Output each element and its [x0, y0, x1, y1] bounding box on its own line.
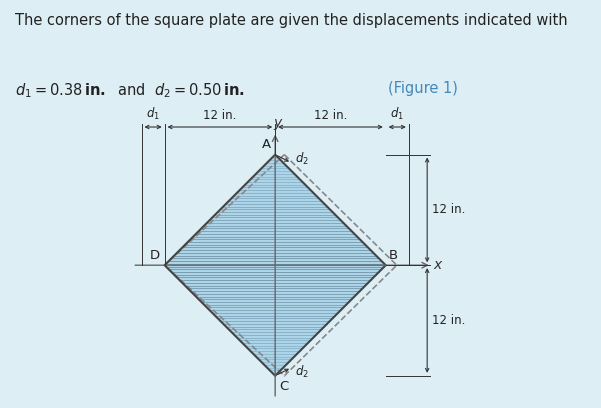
Text: D: D [150, 249, 160, 262]
Polygon shape [165, 155, 386, 376]
Text: The corners of the square plate are given the displacements indicated with: The corners of the square plate are give… [15, 13, 568, 28]
Text: x: x [434, 258, 442, 272]
Text: 12 in.: 12 in. [203, 109, 237, 122]
Text: A: A [261, 138, 270, 151]
Text: $d_2$: $d_2$ [294, 364, 308, 380]
Text: (Figure 1): (Figure 1) [388, 81, 457, 96]
Text: B: B [388, 249, 398, 262]
Text: 12 in.: 12 in. [314, 109, 347, 122]
Text: y: y [274, 116, 282, 130]
Text: 12 in.: 12 in. [432, 204, 465, 216]
Text: $d_1 = 0.38\,\mathbf{in.}$  and  $d_2 = 0.50\,\mathbf{in.}$: $d_1 = 0.38\,\mathbf{in.}$ and $d_2 = 0.… [15, 81, 254, 100]
Text: $d_1$: $d_1$ [390, 106, 404, 122]
Text: C: C [279, 380, 288, 393]
Text: $d_2$: $d_2$ [294, 151, 308, 167]
Text: 12 in.: 12 in. [432, 314, 465, 327]
Text: $d_1$: $d_1$ [146, 106, 160, 122]
